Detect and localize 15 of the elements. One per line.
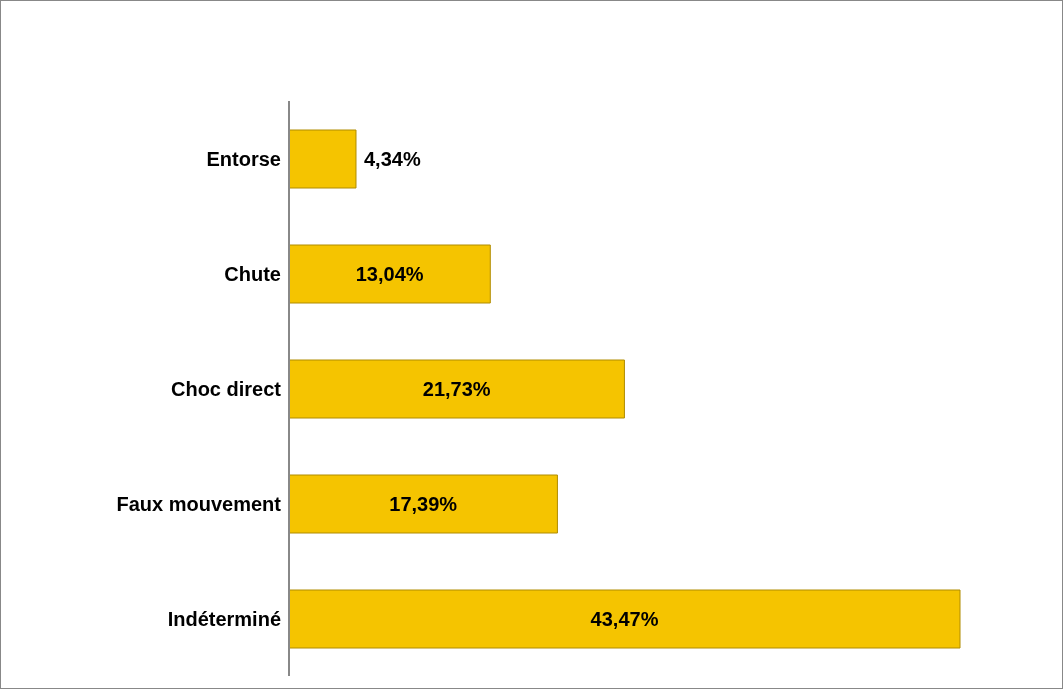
y-tick-label: Faux mouvement [116, 492, 282, 515]
bar [288, 359, 625, 419]
y-tick-label: Chute [224, 262, 281, 285]
data-label: 4,34% [363, 148, 421, 170]
bar [288, 244, 491, 304]
data-label: 13,04% [355, 263, 424, 285]
y-tick-label: Choc direct [170, 377, 282, 400]
data-label: 43,47% [590, 608, 659, 630]
data-label: 21,73% [422, 378, 491, 400]
bar [288, 474, 558, 534]
y-tick-label: Entorse [206, 147, 281, 170]
bar [288, 589, 961, 649]
data-label: 17,39% [389, 493, 458, 515]
bar [288, 129, 357, 189]
y-tick-label: Indéterminé [167, 607, 281, 630]
